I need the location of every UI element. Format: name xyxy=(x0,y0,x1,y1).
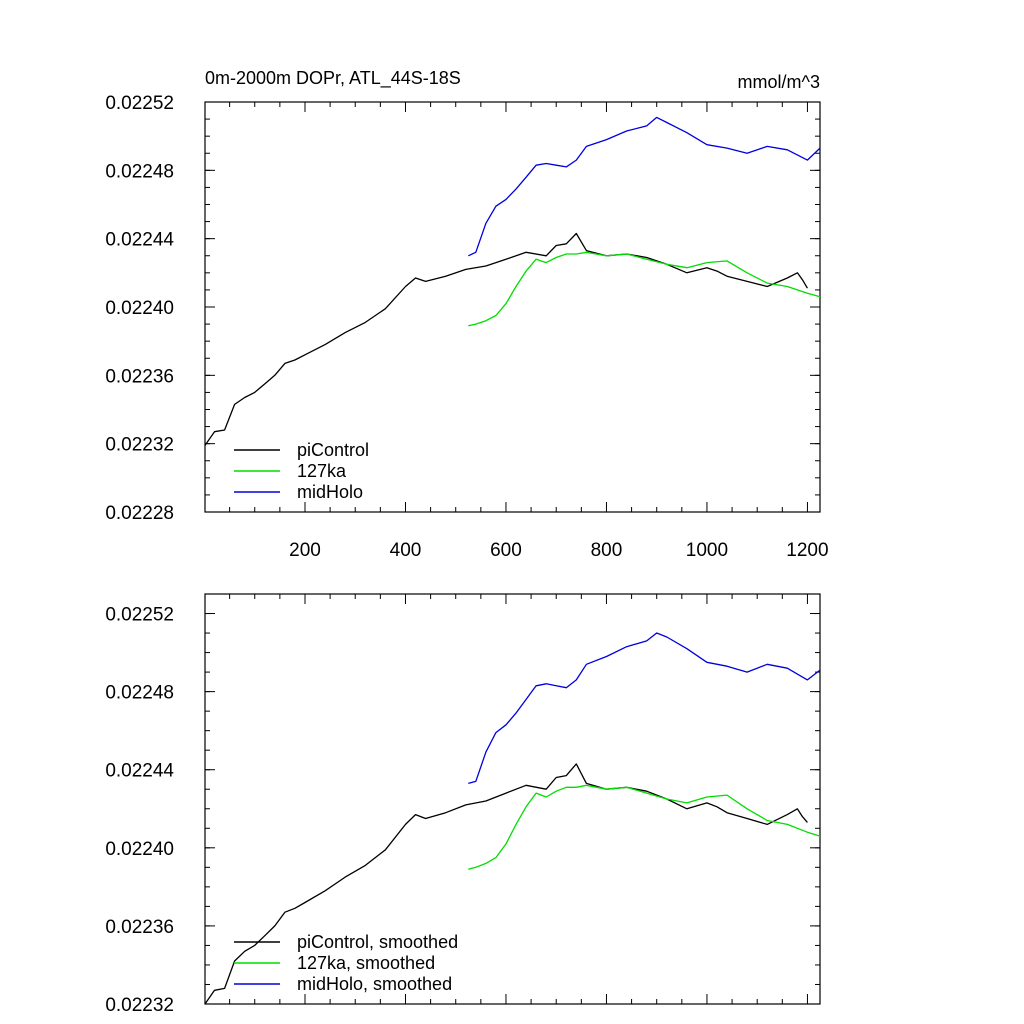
y-tick-label: 0.02240 xyxy=(105,839,174,860)
series-line-3 xyxy=(468,116,821,257)
y-tick-label: 0.02232 xyxy=(105,995,174,1016)
legend-label: midHolo, smoothed xyxy=(297,974,452,994)
series-group xyxy=(204,116,821,446)
y-tick-label: 0.02248 xyxy=(105,161,174,182)
axis-ticks: 0.02228 0.02232 0.02236 0.02240 0.02244 0.022… xyxy=(105,93,828,561)
legend-label: midHolo xyxy=(297,482,363,502)
y-tick-label: 0.02244 xyxy=(105,230,174,251)
legend-label: piControl, smoothed xyxy=(297,932,458,952)
y-tick-label: 0.02228 xyxy=(105,503,174,524)
chart-title: 0m-2000m DOPr, ATL_44S-18S xyxy=(205,68,461,89)
x-tick-label: 400 xyxy=(390,540,422,561)
y-tick-label: 0.02244 xyxy=(105,761,174,782)
y-tick-label: 0.02248 xyxy=(105,683,174,704)
series-line-2 xyxy=(468,784,821,870)
legend-label: 127ka, smoothed xyxy=(297,953,435,973)
x-tick-label: 600 xyxy=(490,540,522,561)
y-tick-label: 0.02252 xyxy=(105,605,174,626)
y-tick-label: 0.02236 xyxy=(105,366,174,387)
y-tick-label: 0.02232 xyxy=(105,435,174,456)
series-line-3 xyxy=(468,632,821,785)
legend-label: piControl xyxy=(297,440,369,460)
x-tick-label: 1200 xyxy=(786,540,828,561)
x-tick-label: 200 xyxy=(289,540,321,561)
top-panel: 0m-2000m DOPr, ATL_44S-18S mmol/m^3 0.02… xyxy=(105,68,828,561)
series-line-1 xyxy=(204,763,808,1005)
bottom-panel: 0.02232 0.02236 0.02240 0.02244 0.02248 0.022… xyxy=(105,593,821,1016)
y-tick-label: 0.02240 xyxy=(105,298,174,319)
series-group xyxy=(204,632,821,1005)
y-tick-label: 0.02252 xyxy=(105,93,174,114)
x-tick-label: 1000 xyxy=(686,540,728,561)
series-line-1 xyxy=(204,232,808,446)
series-line-2 xyxy=(468,251,821,327)
units-label: mmol/m^3 xyxy=(738,72,820,92)
legend-label: 127ka xyxy=(297,461,347,481)
y-tick-label: 0.02236 xyxy=(105,917,174,938)
x-tick-label: 800 xyxy=(591,540,623,561)
axis-ticks: 0.02232 0.02236 0.02240 0.02244 0.02248 0.022… xyxy=(105,593,820,1016)
plot-frame xyxy=(204,593,821,1005)
